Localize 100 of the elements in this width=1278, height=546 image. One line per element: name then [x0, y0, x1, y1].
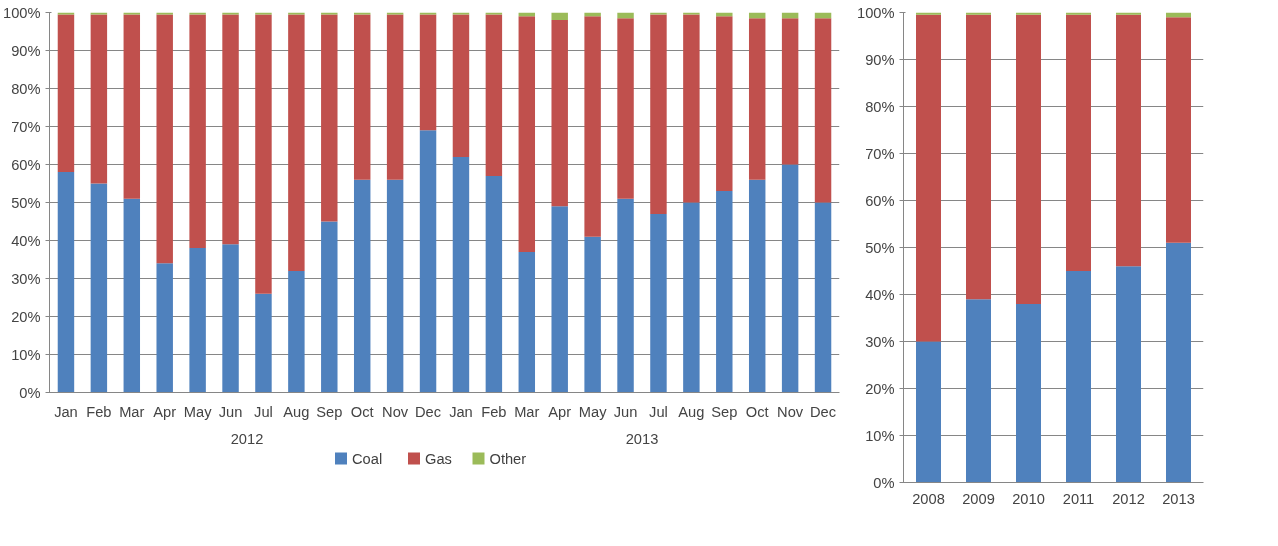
- bar: [551, 20, 568, 207]
- bar: [650, 213, 667, 393]
- y-tick-label: 30%: [11, 270, 41, 287]
- bar: [386, 179, 404, 393]
- bar: [781, 18, 799, 165]
- x-tick-label: May: [183, 403, 213, 420]
- bar: [452, 156, 470, 393]
- bar: [617, 18, 634, 199]
- x-tick-label: Sep: [711, 403, 738, 420]
- x-tick-label: 2012: [1112, 490, 1145, 507]
- bar: [288, 14, 305, 271]
- bar: [255, 14, 272, 294]
- bar: [1066, 14, 1091, 271]
- bar: [123, 198, 141, 393]
- bar: [584, 236, 601, 393]
- x-tick-label: Jul: [649, 403, 668, 420]
- x-tick-label: 2010: [1012, 490, 1045, 507]
- bar: [57, 14, 75, 173]
- bar: [419, 14, 437, 131]
- y-tick-label: 80%: [11, 80, 41, 97]
- x-tick-label: 2011: [1062, 490, 1095, 507]
- x-tick-label: Jul: [254, 403, 273, 420]
- bar: [353, 14, 371, 180]
- bar: [353, 179, 371, 393]
- bar: [156, 263, 173, 393]
- bar: [1166, 17, 1191, 243]
- bar: [716, 191, 733, 393]
- bar: [419, 130, 437, 393]
- x-tick-label: Feb: [481, 403, 507, 420]
- y-tick-label: 50%: [865, 239, 895, 256]
- bar: [222, 14, 239, 245]
- bar: [551, 12, 568, 21]
- y-tick-label: 90%: [865, 51, 895, 68]
- bar: [814, 202, 832, 393]
- y-tick-label: 50%: [11, 194, 41, 211]
- x-tick-label: Aug: [283, 403, 310, 420]
- x-tick-label: Nov: [382, 403, 409, 420]
- legend-label: Gas: [425, 450, 452, 467]
- bar: [650, 14, 667, 214]
- bar: [255, 293, 272, 393]
- y-tick-label: 10%: [11, 346, 41, 363]
- bar: [1116, 266, 1141, 483]
- text: 2013: [625, 430, 659, 447]
- x-tick-label: Apr: [548, 403, 572, 420]
- bar: [814, 18, 832, 203]
- y-tick-label: 0%: [873, 474, 895, 491]
- bar: [222, 244, 239, 393]
- y-tick-label: 70%: [11, 118, 41, 135]
- bar: [1016, 303, 1041, 483]
- bar: [551, 206, 568, 393]
- bar: [189, 14, 206, 249]
- legend-label: Other: [489, 450, 527, 467]
- bar: [617, 198, 634, 393]
- x-tick-label: Aug: [678, 403, 705, 420]
- x-tick-label: 2008: [912, 490, 945, 507]
- bar: [189, 248, 206, 393]
- bar: [518, 16, 536, 252]
- x-tick-label: Apr: [153, 403, 177, 420]
- x-tick-label: Nov: [777, 403, 804, 420]
- x-tick-label: Dec: [810, 403, 837, 420]
- y-tick-label: 100%: [857, 4, 895, 21]
- x-tick-label: 2009: [962, 490, 995, 507]
- bar: [748, 179, 766, 393]
- bar: [1116, 14, 1141, 267]
- bar: [518, 251, 536, 393]
- bar: [321, 221, 338, 393]
- bar: [916, 14, 941, 342]
- y-tick-label: 30%: [865, 333, 895, 350]
- bar: [452, 14, 470, 157]
- y-tick-label: 40%: [865, 286, 895, 303]
- bar: [966, 14, 991, 300]
- bar: [1166, 242, 1191, 483]
- bar: [748, 18, 766, 180]
- bar: [123, 14, 141, 199]
- bar: [57, 172, 75, 393]
- y-tick-label: 20%: [11, 308, 41, 325]
- x-tick-label: Jun: [218, 403, 243, 420]
- x-tick-label: Sep: [316, 403, 343, 420]
- bar: [156, 14, 173, 264]
- y-tick-label: 10%: [865, 427, 895, 444]
- bar: [90, 183, 108, 393]
- y-tick-label: 100%: [3, 4, 41, 21]
- x-tick-label: Oct: [350, 403, 374, 420]
- bar: [617, 12, 634, 19]
- bar: [716, 16, 733, 192]
- bar: [321, 14, 338, 222]
- bar: [584, 16, 601, 237]
- bar: [916, 341, 941, 483]
- x-tick-label: May: [578, 403, 608, 420]
- x-tick-label: Oct: [745, 403, 769, 420]
- bar: [966, 299, 991, 483]
- y-tick-label: 20%: [865, 380, 895, 397]
- x-tick-label: Feb: [86, 403, 112, 420]
- y-tick-label: 80%: [865, 98, 895, 115]
- y-tick-label: 90%: [11, 42, 41, 59]
- text: 2012: [230, 430, 264, 447]
- bar: [683, 14, 700, 203]
- x-tick-label: Jun: [613, 403, 638, 420]
- bar: [386, 14, 404, 180]
- x-tick-label: Jan: [54, 403, 78, 420]
